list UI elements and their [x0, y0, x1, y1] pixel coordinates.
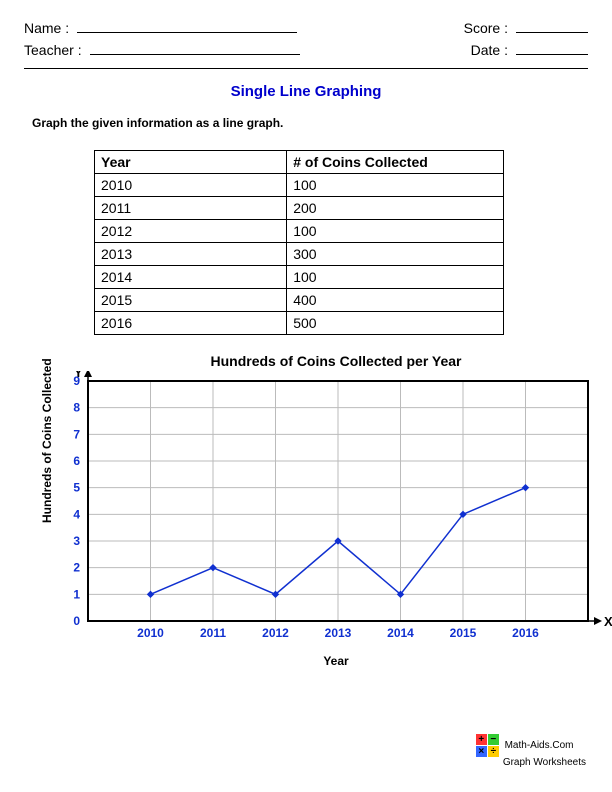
- line-chart: YX01234567892010201120122013201420152016: [44, 371, 612, 647]
- chart-container: Hundreds of Coins Collected per Year Hun…: [44, 353, 588, 668]
- svg-text:7: 7: [73, 427, 80, 441]
- instructions: Graph the given information as a line gr…: [32, 116, 588, 130]
- col-header-coins: # of Coins Collected: [287, 151, 504, 174]
- svg-text:8: 8: [73, 401, 80, 415]
- data-table: Year # of Coins Collected 20101002011200…: [94, 150, 504, 335]
- x-axis-label: Year: [84, 654, 588, 668]
- svg-text:2014: 2014: [387, 626, 414, 640]
- svg-text:9: 9: [73, 374, 80, 388]
- table-row: 2016500: [95, 312, 504, 335]
- cell-coins: 500: [287, 312, 504, 335]
- table-row: 2015400: [95, 289, 504, 312]
- svg-text:X: X: [604, 614, 612, 629]
- table-row: 2012100: [95, 220, 504, 243]
- svg-text:2011: 2011: [200, 626, 226, 640]
- footer-site: Math-Aids.Com: [505, 740, 574, 751]
- table-row: 2014100: [95, 266, 504, 289]
- score-field: Score :: [464, 20, 588, 36]
- name-blank[interactable]: [77, 32, 297, 33]
- teacher-blank[interactable]: [90, 54, 300, 55]
- table-row: 2010100: [95, 174, 504, 197]
- cell-year: 2016: [95, 312, 287, 335]
- score-blank[interactable]: [516, 32, 588, 33]
- svg-text:2012: 2012: [262, 626, 289, 640]
- svg-text:6: 6: [73, 454, 80, 468]
- teacher-field: Teacher :: [24, 42, 300, 58]
- cell-year: 2010: [95, 174, 287, 197]
- table-row: 2011200: [95, 197, 504, 220]
- name-field: Name :: [24, 20, 297, 36]
- cell-year: 2014: [95, 266, 287, 289]
- cell-coins: 300: [287, 243, 504, 266]
- footer-logo-icon: +−×÷: [476, 734, 499, 757]
- svg-text:2015: 2015: [450, 626, 477, 640]
- header-row-1: Name : Score :: [24, 20, 588, 36]
- svg-text:0: 0: [73, 614, 80, 628]
- footer-sub: Graph Worksheets: [503, 757, 586, 768]
- svg-text:1: 1: [73, 587, 80, 601]
- svg-text:2013: 2013: [325, 626, 352, 640]
- score-label: Score :: [464, 20, 508, 36]
- svg-text:2010: 2010: [137, 626, 164, 640]
- cell-coins: 100: [287, 266, 504, 289]
- svg-text:3: 3: [73, 534, 80, 548]
- teacher-label: Teacher :: [24, 42, 82, 58]
- cell-year: 2015: [95, 289, 287, 312]
- table-row: 2013300: [95, 243, 504, 266]
- cell-year: 2011: [95, 197, 287, 220]
- svg-text:5: 5: [73, 481, 80, 495]
- date-label: Date :: [471, 42, 508, 58]
- date-field: Date :: [471, 42, 588, 58]
- chart-title: Hundreds of Coins Collected per Year: [84, 353, 588, 369]
- cell-coins: 400: [287, 289, 504, 312]
- cell-coins: 200: [287, 197, 504, 220]
- svg-text:2: 2: [73, 561, 80, 575]
- worksheet-title: Single Line Graphing: [24, 83, 588, 100]
- name-label: Name :: [24, 20, 69, 36]
- date-blank[interactable]: [516, 54, 588, 55]
- cell-coins: 100: [287, 174, 504, 197]
- cell-year: 2012: [95, 220, 287, 243]
- cell-year: 2013: [95, 243, 287, 266]
- svg-text:4: 4: [73, 507, 80, 521]
- footer: +−×÷ Math-Aids.Com Graph Worksheets: [476, 734, 586, 768]
- col-header-year: Year: [95, 151, 287, 174]
- table-header-row: Year # of Coins Collected: [95, 151, 504, 174]
- header-row-2: Teacher : Date :: [24, 42, 588, 58]
- cell-coins: 100: [287, 220, 504, 243]
- svg-text:2016: 2016: [512, 626, 539, 640]
- header-divider: [24, 68, 588, 69]
